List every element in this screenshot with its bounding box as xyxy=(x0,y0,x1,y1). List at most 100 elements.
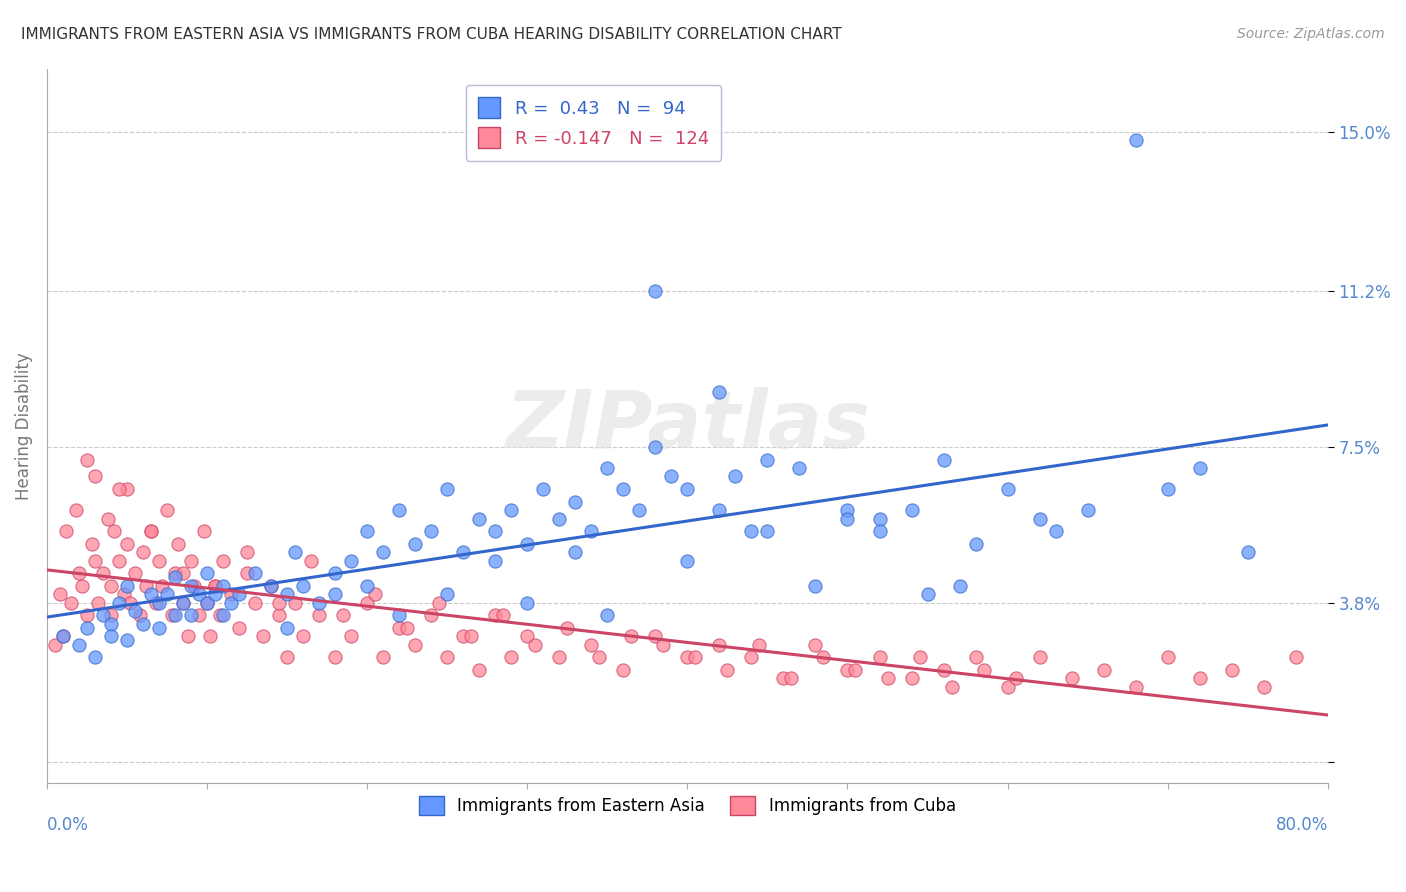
Point xyxy=(128,608,150,623)
Point xyxy=(644,629,666,643)
Point xyxy=(516,537,538,551)
Point xyxy=(52,629,75,643)
Point xyxy=(108,553,131,567)
Point xyxy=(524,638,547,652)
Point xyxy=(709,385,731,400)
Point xyxy=(388,608,411,623)
Legend: Immigrants from Eastern Asia, Immigrants from Cuba: Immigrants from Eastern Asia, Immigrants… xyxy=(409,786,966,825)
Point xyxy=(932,663,955,677)
Point xyxy=(484,608,506,623)
Point xyxy=(644,285,666,299)
Point xyxy=(188,608,211,623)
Point xyxy=(148,596,170,610)
Point xyxy=(364,587,387,601)
Point xyxy=(267,596,290,610)
Point xyxy=(709,638,731,652)
Point xyxy=(193,524,215,538)
Point xyxy=(228,587,250,601)
Point xyxy=(67,638,90,652)
Point xyxy=(404,638,426,652)
Point xyxy=(284,545,307,559)
Point xyxy=(299,553,322,567)
Point xyxy=(420,608,443,623)
Point xyxy=(260,579,283,593)
Point xyxy=(212,608,235,623)
Point xyxy=(204,579,226,593)
Point xyxy=(837,663,859,677)
Point xyxy=(177,629,200,643)
Point xyxy=(869,511,891,525)
Point xyxy=(76,621,98,635)
Point xyxy=(163,608,186,623)
Point xyxy=(965,537,987,551)
Point xyxy=(180,579,202,593)
Point xyxy=(135,579,157,593)
Point xyxy=(620,629,643,643)
Point xyxy=(236,566,259,581)
Point xyxy=(139,524,162,538)
Point xyxy=(596,608,619,623)
Point xyxy=(581,638,603,652)
Point xyxy=(460,629,482,643)
Point xyxy=(436,482,458,496)
Point xyxy=(148,621,170,635)
Point xyxy=(908,650,931,665)
Point xyxy=(531,482,554,496)
Point xyxy=(420,524,443,538)
Point xyxy=(145,596,167,610)
Point xyxy=(228,621,250,635)
Point xyxy=(172,596,194,610)
Point xyxy=(167,537,190,551)
Point xyxy=(869,524,891,538)
Point xyxy=(103,524,125,538)
Point xyxy=(44,638,66,652)
Point xyxy=(644,440,666,454)
Point xyxy=(1236,545,1258,559)
Text: Source: ZipAtlas.com: Source: ZipAtlas.com xyxy=(1237,27,1385,41)
Text: IMMIGRANTS FROM EASTERN ASIA VS IMMIGRANTS FROM CUBA HEARING DISABILITY CORRELAT: IMMIGRANTS FROM EASTERN ASIA VS IMMIGRAN… xyxy=(21,27,842,42)
Point xyxy=(676,650,699,665)
Point xyxy=(740,650,762,665)
Point xyxy=(308,608,330,623)
Point xyxy=(87,596,110,610)
Point xyxy=(548,511,571,525)
Text: 0.0%: 0.0% xyxy=(46,815,89,834)
Point xyxy=(180,608,202,623)
Point xyxy=(516,629,538,643)
Point xyxy=(91,566,114,581)
Point xyxy=(55,524,77,538)
Point xyxy=(236,545,259,559)
Point xyxy=(659,469,682,483)
Point xyxy=(948,579,970,593)
Point xyxy=(837,503,859,517)
Point xyxy=(108,596,131,610)
Point xyxy=(997,680,1019,694)
Point xyxy=(876,671,898,685)
Point xyxy=(356,596,378,610)
Point xyxy=(468,663,491,677)
Point xyxy=(628,503,651,517)
Point xyxy=(588,650,610,665)
Point xyxy=(484,524,506,538)
Point xyxy=(932,452,955,467)
Point xyxy=(332,608,354,623)
Point xyxy=(115,482,138,496)
Point xyxy=(308,596,330,610)
Point xyxy=(260,579,283,593)
Point xyxy=(1157,482,1180,496)
Point xyxy=(1092,663,1115,677)
Point xyxy=(716,663,738,677)
Point xyxy=(804,638,827,652)
Point xyxy=(1125,133,1147,147)
Point xyxy=(1253,680,1275,694)
Point xyxy=(323,650,346,665)
Point xyxy=(564,545,586,559)
Point xyxy=(709,503,731,517)
Point xyxy=(436,587,458,601)
Point xyxy=(132,616,155,631)
Point xyxy=(388,621,411,635)
Point xyxy=(548,650,571,665)
Point xyxy=(756,524,779,538)
Point xyxy=(917,587,939,601)
Point xyxy=(596,461,619,475)
